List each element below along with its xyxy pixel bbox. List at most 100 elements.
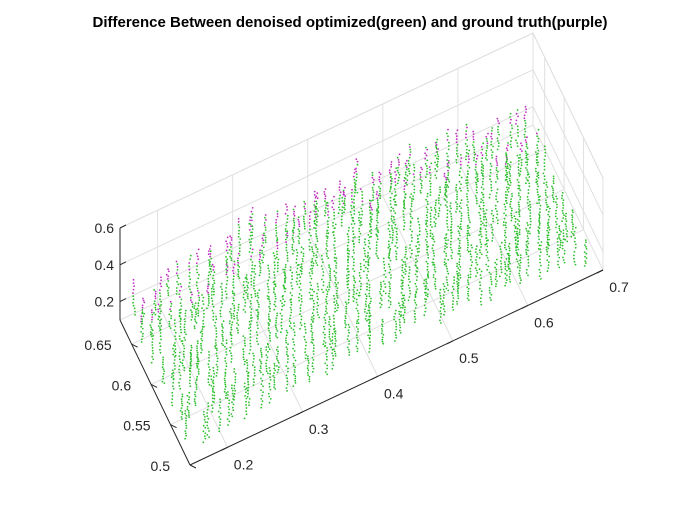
denoised-point [282,294,284,297]
denoised-point [310,284,312,287]
denoised-point [190,349,192,352]
denoised-point [225,296,228,299]
denoised-point [504,208,507,211]
denoised-point [418,230,421,233]
denoised-point [504,179,507,181]
denoised-point [506,181,509,183]
denoised-point [208,271,211,274]
denoised-point [527,242,530,245]
denoised-point [189,362,192,365]
denoised-point [313,227,315,229]
denoised-point [352,300,355,303]
denoised-point [228,350,231,352]
denoised-point [426,159,429,162]
denoised-point [221,325,224,328]
denoised-point [378,186,380,188]
denoised-point [249,333,252,335]
denoised-point [396,246,399,249]
denoised-point [383,263,386,266]
denoised-point [273,367,276,370]
denoised-point [460,199,463,202]
denoised-point [228,249,231,251]
denoised-point [329,270,331,273]
denoised-point [496,200,499,203]
ground-truth-point [523,114,526,117]
denoised-point [356,336,358,339]
denoised-point [238,241,241,244]
denoised-point [430,209,433,212]
ground-truth-point [248,229,251,231]
denoised-point [203,413,205,416]
denoised-point [280,324,283,327]
denoised-point [346,249,349,252]
denoised-point [517,135,520,137]
denoised-point [443,285,446,288]
denoised-point [320,255,323,257]
denoised-point [346,346,349,349]
grid-line [150,188,565,385]
denoised-point [248,352,251,355]
denoised-point [172,381,175,384]
denoised-point [346,274,348,277]
denoised-point [433,283,436,286]
denoised-point [563,249,566,252]
denoised-point [402,297,405,300]
denoised-point [519,277,522,279]
denoised-point [509,161,512,164]
ground-truth-point [276,215,279,218]
denoised-point [153,300,156,302]
denoised-point [250,216,253,219]
denoised-point [245,387,248,389]
denoised-point [466,239,469,242]
denoised-point [141,309,144,311]
denoised-point [517,166,520,169]
denoised-point [159,345,162,348]
denoised-point [479,230,481,233]
denoised-point [542,172,545,175]
ground-truth-point [315,195,318,198]
denoised-point [351,216,353,219]
denoised-point [529,232,531,235]
denoised-point [410,240,413,243]
ground-truth-point [443,172,446,175]
denoised-point [184,432,187,435]
denoised-point [194,302,197,304]
denoised-point [449,229,452,232]
denoised-point [237,224,240,226]
denoised-point [518,274,521,277]
denoised-point [209,268,212,271]
denoised-point [547,221,550,224]
denoised-point [290,301,293,304]
denoised-point [379,302,381,304]
ground-truth-point [286,234,289,237]
denoised-point [282,268,284,271]
denoised-point [429,232,432,235]
denoised-point [222,340,224,342]
denoised-point [432,252,435,255]
denoised-point [141,327,144,330]
denoised-point [321,268,324,270]
denoised-point [491,240,494,242]
denoised-point [348,253,350,255]
denoised-point [215,347,218,350]
denoised-point [312,308,315,311]
denoised-point [515,245,518,248]
denoised-point [497,125,499,128]
denoised-point [308,378,311,381]
denoised-point [382,333,385,336]
denoised-point [506,188,509,191]
denoised-point [412,163,415,166]
denoised-point [325,353,328,356]
denoised-point [170,305,172,308]
denoised-point [466,145,469,148]
denoised-point [517,203,520,206]
denoised-point [220,286,222,288]
denoised-point [259,269,262,272]
denoised-point [456,198,458,201]
denoised-point [409,280,411,283]
denoised-point [405,248,407,251]
ground-truth-point [286,232,289,235]
denoised-point [511,193,513,195]
denoised-point [316,213,318,215]
ground-truth-point [195,252,198,255]
